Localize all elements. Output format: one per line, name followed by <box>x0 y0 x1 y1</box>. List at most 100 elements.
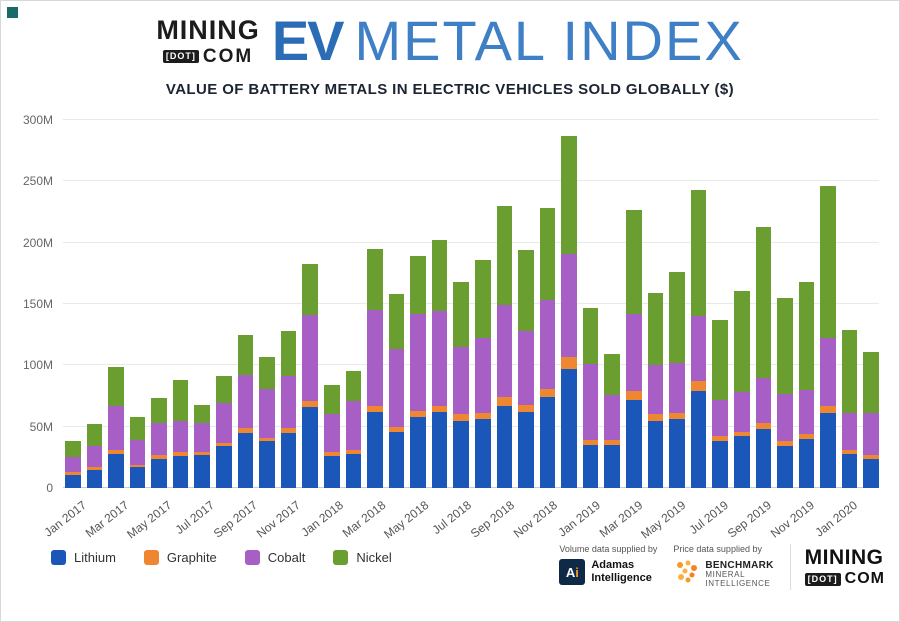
segment-cobalt <box>280 376 297 428</box>
x-axis-tick-label: Mar 2018 <box>339 498 389 541</box>
benchmark-dots-icon <box>673 559 699 590</box>
segment-cobalt <box>65 457 81 473</box>
segment-lithium <box>474 419 491 488</box>
segment-cobalt <box>863 413 879 455</box>
gridline <box>63 119 879 120</box>
segment-cobalt <box>302 315 318 401</box>
bar-apr-2018 <box>388 120 405 488</box>
segment-nickel <box>302 263 318 316</box>
dot-badge: [DOT] <box>162 49 199 63</box>
x-axis-tick-label: Mar 2019 <box>596 498 646 541</box>
y-axis-tick-label: 100M <box>22 358 53 373</box>
plot-area: 0 50M 100M 150M 200M 250M 300M Jan 2017 Mar 201… <box>23 113 879 541</box>
segment-lithium <box>690 391 707 488</box>
segment-nickel <box>863 351 879 414</box>
bar-jan-2019 <box>582 120 599 488</box>
segment-nickel <box>604 354 621 395</box>
segment-nickel <box>65 441 81 458</box>
x-axis-labels: Jan 2017 Mar 2017 May 2017 Jul 2017 Sep 2017… <box>41 488 879 541</box>
segment-graphite <box>669 413 685 420</box>
legend-label: Lithium <box>74 550 116 565</box>
bar-apr-2019 <box>647 120 664 488</box>
segment-cobalt <box>172 420 189 453</box>
bar-nov-2017 <box>280 120 297 488</box>
segment-nickel <box>798 281 815 390</box>
bar-may-2017 <box>151 120 167 488</box>
x-axis-tick-label: Sep 2019 <box>724 498 775 541</box>
segment-lithium <box>755 429 772 488</box>
x-axis-tick-label: Jul 2017 <box>172 498 218 537</box>
segment-cobalt <box>841 413 858 450</box>
segment-lithium <box>65 474 81 488</box>
segment-nickel <box>582 307 599 365</box>
segment-lithium <box>820 413 836 488</box>
legend-label: Graphite <box>166 550 217 565</box>
segment-graphite <box>690 381 707 392</box>
segment-lithium <box>669 419 685 488</box>
x-axis-tick-label: Jul 2018 <box>429 498 475 537</box>
benchmark-name: BENCHMARK MINERAL INTELLIGENCE <box>705 560 774 588</box>
bar-aug-2018 <box>474 120 491 488</box>
chart: 0 50M 100M 150M 200M 250M 300M Jan 2017 Mar 201… <box>15 113 885 541</box>
legend-item-graphite: Graphite <box>143 550 217 565</box>
x-axis-tick-label: Jan 2017 <box>41 498 89 540</box>
gridline <box>63 303 879 304</box>
bar-dec-2019 <box>820 120 836 488</box>
metal-index-wordmark: METAL INDEX <box>354 9 744 72</box>
segment-graphite <box>367 405 383 412</box>
segment-cobalt <box>712 399 728 437</box>
legend-item-lithium: Lithium <box>51 550 116 565</box>
segment-nickel <box>733 290 750 393</box>
gridline <box>63 180 879 182</box>
segment-cobalt <box>108 405 124 450</box>
segment-nickel <box>669 272 685 363</box>
segment-cobalt <box>431 311 448 406</box>
bar-aug-2017 <box>216 120 232 488</box>
bar-jan-2018 <box>323 120 340 488</box>
segment-cobalt <box>820 338 836 406</box>
mining-com-footer-logo: MINING [DOT] COM <box>789 544 885 590</box>
bar-nov-2019 <box>798 120 815 488</box>
segment-graphite <box>561 356 577 370</box>
bar-oct-2019 <box>777 120 793 488</box>
segment-nickel <box>518 250 534 331</box>
segment-nickel <box>388 294 405 350</box>
bar-jun-2019 <box>690 120 707 488</box>
segment-cobalt <box>690 316 707 382</box>
header: MINING [DOT] COM EV METAL INDEX <box>1 1 899 69</box>
segment-nickel <box>777 297 793 394</box>
bar-oct-2018 <box>518 120 534 488</box>
segment-cobalt <box>518 331 534 405</box>
bar-dec-2018 <box>561 120 577 488</box>
segment-cobalt <box>496 305 513 398</box>
segment-cobalt <box>86 446 103 468</box>
segment-cobalt <box>604 394 621 441</box>
segment-nickel <box>323 384 340 415</box>
segment-cobalt <box>733 392 750 432</box>
segment-cobalt <box>582 364 599 441</box>
segment-nickel <box>496 205 513 306</box>
segment-nickel <box>280 331 297 377</box>
volume-caption: Volume data supplied by <box>559 544 658 554</box>
segment-lithium <box>431 411 448 488</box>
segment-cobalt <box>453 346 469 415</box>
segment-cobalt <box>626 313 642 392</box>
bar-mar-2017 <box>108 120 124 488</box>
bar-nov-2018 <box>539 120 556 488</box>
segment-lithium <box>626 399 642 488</box>
x-axis-tick-label: Nov 2019 <box>767 498 817 541</box>
bar-sep-2019 <box>755 120 772 488</box>
bar-jul-2019 <box>712 120 728 488</box>
x-axis-tick-label: May 2018 <box>381 498 432 542</box>
bar-apr-2017 <box>129 120 146 488</box>
segment-lithium <box>388 431 405 488</box>
segment-cobalt <box>474 338 491 414</box>
segment-graphite <box>410 410 426 417</box>
segment-lithium <box>172 456 189 488</box>
chart-title: VALUE OF BATTERY METALS IN ELECTRIC VEHI… <box>165 81 735 98</box>
segment-lithium <box>496 405 513 488</box>
bar-feb-2019 <box>604 120 621 488</box>
